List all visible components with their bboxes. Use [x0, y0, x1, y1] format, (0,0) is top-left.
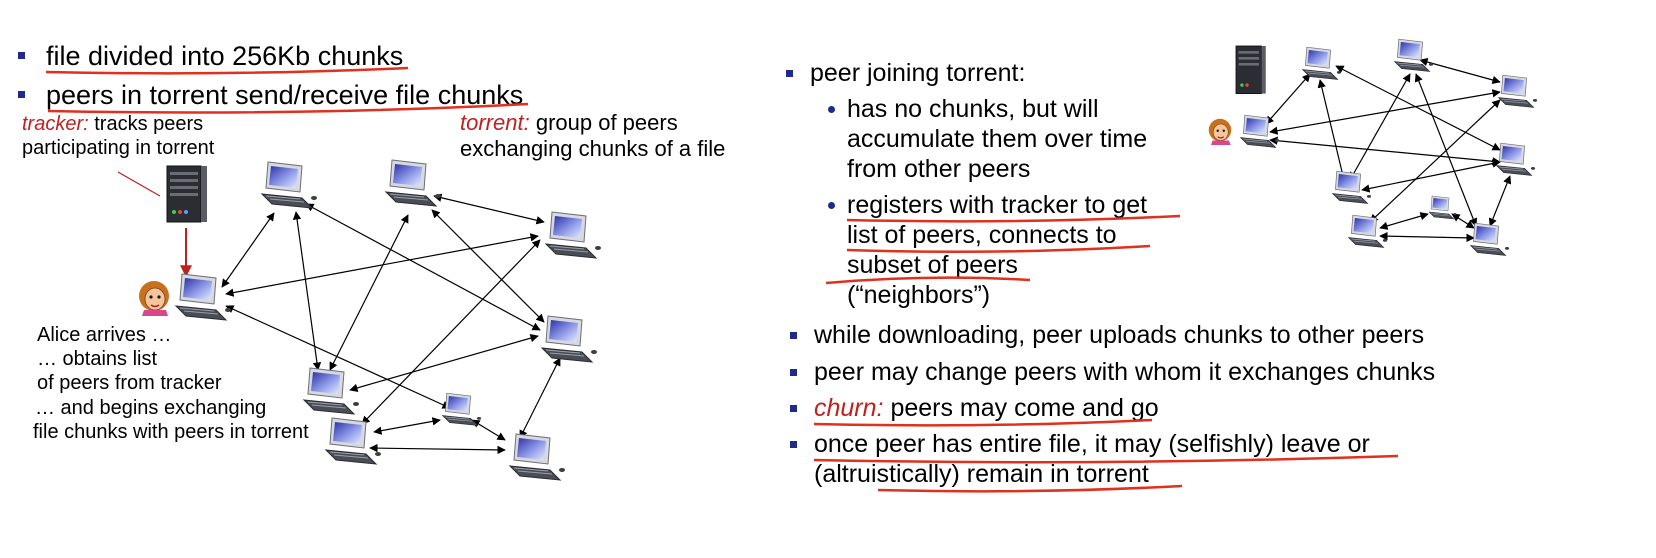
peer-computer-icon [1348, 214, 1388, 248]
peer-computer-icon [545, 211, 602, 259]
sub1-line: from other peers [847, 155, 1031, 183]
sub2-line: subset of peers [847, 251, 1018, 279]
peer-computer-icon [1428, 195, 1457, 220]
bullet-marker [18, 52, 25, 59]
bullet-marker [790, 405, 797, 412]
peer-computer-icon [541, 315, 598, 363]
churn-desc: peers may come and go [890, 394, 1159, 422]
sub2-line: registers with tracker to get [847, 191, 1148, 219]
alice-line: of peers from tracker [37, 372, 222, 394]
bullet-send-receive: peers in torrent send/receive file chunk… [46, 80, 524, 110]
peer-computer-icon [325, 417, 382, 465]
churn-term: churn: [814, 394, 884, 422]
bullet-chunks: file divided into 256Kb chunks [46, 41, 404, 71]
torrent-caption-line2: exchanging chunks of a file [460, 136, 726, 161]
alice-line: file chunks with peers in torrent [33, 421, 309, 443]
sub-bullet-marker [828, 106, 835, 113]
bullet-entire-file-line2: (altruistically) remain in torrent [814, 460, 1149, 488]
sub1-line: has no chunks, but will [847, 95, 1099, 123]
tracker-caption-line2: participating in torrent [22, 137, 215, 159]
bullet-uploads: while downloading, peer uploads chunks t… [814, 321, 1425, 349]
tracker-desc: tracks peers [94, 113, 204, 135]
alice-person-icon [139, 281, 169, 316]
tracker-term: tracker: [22, 113, 89, 135]
sub2-line: list of peers, connects to [847, 221, 1117, 249]
alice-person-icon [1208, 118, 1232, 145]
torrent-term: torrent: [460, 110, 530, 135]
sub1-line: accumulate them over time [847, 125, 1148, 153]
torrent-desc: group of peers [535, 110, 678, 135]
peer-computer-icon [1394, 38, 1434, 72]
tracker-server-icon [166, 165, 207, 223]
tracker-caption: tracker: tracks peers [22, 112, 203, 137]
peer-computer-icon [1470, 222, 1510, 256]
torrent-caption: torrent: group of peers [460, 110, 678, 136]
bullet-marker [786, 70, 793, 77]
peer-computer-icon [261, 161, 318, 209]
peer-computer-icon [442, 392, 482, 426]
peer-computer-icon [1302, 46, 1342, 80]
alice-line: … obtains list [37, 348, 158, 370]
bullet-marker [790, 369, 797, 376]
bullet-marker [790, 332, 797, 339]
peer-computer-icon [385, 159, 442, 207]
peer-computer-icon [1332, 170, 1372, 204]
sub-bullet-marker [828, 202, 835, 209]
peer-computer-icon [509, 433, 566, 481]
peer-computer-icon [303, 367, 360, 415]
bullet-marker [790, 441, 797, 448]
sub2-line: (“neighbors”) [847, 281, 991, 309]
bullet-change-peers: peer may change peers with whom it excha… [814, 358, 1436, 386]
bullet-churn: churn: peers may come and go [814, 395, 1159, 421]
tracker-server-icon [1235, 45, 1266, 95]
alice-line: Alice arrives … [37, 324, 172, 346]
alice-line: … and begins exchanging [35, 397, 267, 419]
peer-computer-icon [1498, 74, 1538, 108]
peer-joining-heading: peer joining torrent: [810, 59, 1026, 87]
peer-computer-icon [1496, 142, 1536, 176]
bullet-entire-file-line1: once peer has entire file, it may (selfi… [814, 430, 1370, 458]
bullet-marker [18, 91, 25, 98]
peer-computer-icon [175, 273, 232, 321]
